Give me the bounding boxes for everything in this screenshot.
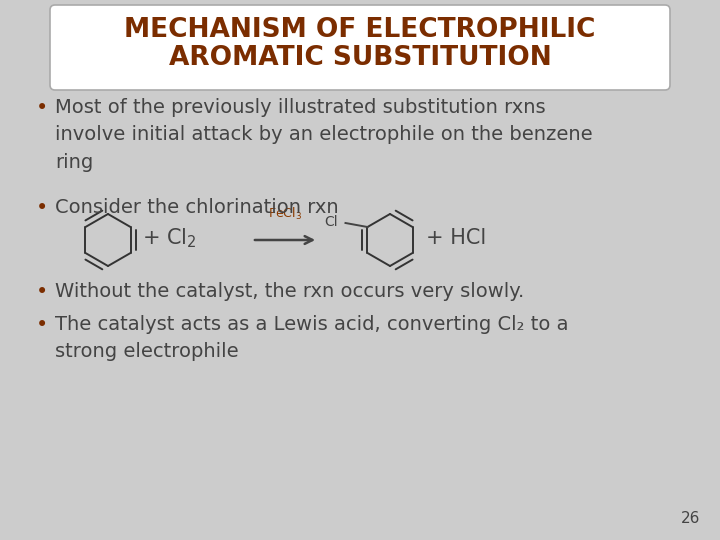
Text: •: • <box>36 315 48 335</box>
Text: Consider the chlorination rxn: Consider the chlorination rxn <box>55 198 338 217</box>
Text: FeCl$_3$: FeCl$_3$ <box>268 206 302 222</box>
Text: Most of the previously illustrated substitution rxns
involve initial attack by a: Most of the previously illustrated subst… <box>55 98 593 172</box>
Text: •: • <box>36 282 48 302</box>
Text: Without the catalyst, the rxn occurs very slowly.: Without the catalyst, the rxn occurs ver… <box>55 282 524 301</box>
Text: •: • <box>36 198 48 218</box>
Text: + Cl$_2$: + Cl$_2$ <box>142 226 197 250</box>
FancyBboxPatch shape <box>50 5 670 90</box>
Text: MECHANISM OF ELECTROPHILIC: MECHANISM OF ELECTROPHILIC <box>125 17 595 43</box>
Text: AROMATIC SUBSTITUTION: AROMATIC SUBSTITUTION <box>168 45 552 71</box>
Text: + HCl: + HCl <box>426 228 486 248</box>
Text: 26: 26 <box>680 511 700 526</box>
Text: The catalyst acts as a Lewis acid, converting Cl₂ to a
strong electrophile: The catalyst acts as a Lewis acid, conve… <box>55 315 569 361</box>
Text: Cl: Cl <box>325 215 338 229</box>
Text: •: • <box>36 98 48 118</box>
